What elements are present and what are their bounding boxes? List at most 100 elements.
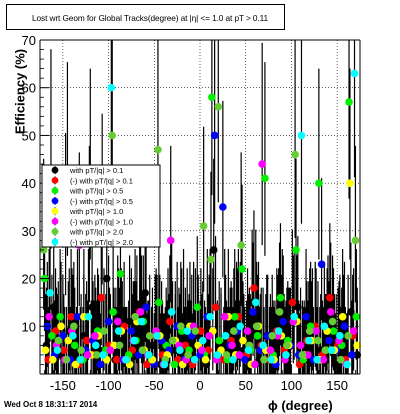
data-point bbox=[76, 355, 85, 364]
legend-label: (-) with pT/|q| > 0.5 bbox=[70, 197, 133, 206]
y-tick-label: 30 bbox=[22, 224, 36, 239]
data-point bbox=[170, 360, 179, 369]
chart-title-box: Lost wrt Geom for Global Tracks(degree) … bbox=[6, 4, 285, 30]
data-point bbox=[319, 355, 328, 364]
data-point bbox=[48, 332, 56, 340]
data-point bbox=[219, 203, 227, 211]
data-point bbox=[337, 355, 345, 364]
data-point bbox=[222, 351, 231, 359]
data-point bbox=[211, 303, 220, 312]
y-tick-label: 20 bbox=[22, 272, 36, 287]
data-point bbox=[141, 289, 149, 297]
data-point bbox=[298, 351, 307, 359]
data-point bbox=[343, 360, 352, 369]
data-point bbox=[274, 327, 283, 335]
data-point bbox=[167, 308, 176, 316]
data-point bbox=[252, 322, 261, 331]
data-point bbox=[99, 351, 107, 359]
data-point bbox=[46, 289, 54, 297]
data-point bbox=[325, 336, 333, 345]
data-point bbox=[153, 332, 161, 340]
data-point bbox=[315, 179, 323, 187]
data-point bbox=[353, 351, 362, 359]
data-point bbox=[345, 98, 353, 106]
data-point bbox=[179, 312, 188, 321]
data-point bbox=[148, 341, 157, 350]
legend-label: with pT/|q| > 1.0 bbox=[69, 207, 123, 216]
data-point bbox=[279, 317, 288, 326]
data-point bbox=[113, 355, 121, 364]
y-tick-label: 60 bbox=[22, 81, 36, 96]
legend-label: with pT/|q| > 0.1 bbox=[69, 166, 123, 175]
data-point bbox=[136, 308, 145, 316]
data-point bbox=[54, 336, 63, 345]
data-point bbox=[282, 351, 290, 359]
data-point bbox=[166, 317, 174, 326]
data-point bbox=[164, 327, 172, 335]
data-point bbox=[317, 260, 326, 269]
data-point bbox=[329, 327, 338, 335]
data-point bbox=[177, 322, 185, 331]
data-point bbox=[138, 346, 147, 354]
data-point bbox=[237, 241, 245, 249]
data-point bbox=[244, 346, 253, 354]
data-point bbox=[198, 346, 206, 354]
data-point bbox=[251, 298, 260, 307]
data-point bbox=[190, 355, 199, 364]
data-point bbox=[249, 308, 257, 316]
data-point bbox=[92, 351, 101, 359]
data-point bbox=[56, 312, 64, 321]
data-point bbox=[292, 246, 300, 254]
y-tick-label: 50 bbox=[22, 128, 36, 143]
data-point bbox=[229, 355, 237, 364]
legend-label: with pT/|q| > 0.5 bbox=[69, 187, 123, 196]
data-point bbox=[266, 346, 275, 354]
legend-marker bbox=[51, 187, 59, 195]
data-point bbox=[326, 308, 335, 316]
data-point bbox=[102, 274, 111, 283]
data-point bbox=[209, 246, 218, 254]
data-point bbox=[208, 93, 216, 102]
legend-label: (-) with pT/|q| > 0.1 bbox=[70, 176, 133, 185]
legend-marker bbox=[51, 166, 59, 174]
legend: with pT/|q| > 0.1(-) with pT/|q| > 0.1 wi… bbox=[41, 164, 161, 248]
data-point bbox=[338, 312, 347, 321]
data-point bbox=[241, 355, 249, 364]
data-point bbox=[59, 346, 68, 354]
y-tick-label: 70 bbox=[22, 33, 36, 48]
data-point bbox=[198, 336, 207, 345]
data-point bbox=[145, 351, 153, 359]
data-point bbox=[326, 293, 334, 302]
data-point bbox=[64, 336, 73, 345]
data-point bbox=[210, 131, 219, 140]
data-point bbox=[91, 332, 99, 340]
data-point bbox=[235, 351, 244, 359]
data-point bbox=[214, 103, 223, 111]
data-point bbox=[259, 341, 267, 350]
data-point bbox=[53, 346, 62, 354]
data-point bbox=[137, 317, 146, 326]
data-point bbox=[294, 303, 302, 312]
data-point bbox=[347, 351, 356, 359]
data-point bbox=[82, 336, 91, 345]
y-tick-label: 10 bbox=[22, 319, 36, 334]
data-point bbox=[320, 322, 329, 331]
data-point bbox=[350, 69, 359, 78]
data-point bbox=[160, 360, 169, 369]
data-point bbox=[199, 222, 208, 230]
data-point bbox=[304, 351, 312, 359]
data-point bbox=[314, 336, 322, 345]
x-tick-label: 150 bbox=[326, 378, 348, 393]
data-point bbox=[125, 317, 134, 326]
data-point bbox=[268, 332, 277, 340]
data-point bbox=[197, 327, 205, 335]
data-point bbox=[344, 332, 352, 340]
data-point bbox=[353, 341, 362, 350]
data-point bbox=[221, 332, 230, 340]
data-point bbox=[215, 336, 223, 345]
x-axis-label: ϕ (degree) bbox=[268, 398, 333, 413]
y-axis-label: Efficiency (%) bbox=[12, 48, 28, 135]
legend-marker bbox=[51, 238, 59, 246]
data-point bbox=[352, 312, 361, 321]
